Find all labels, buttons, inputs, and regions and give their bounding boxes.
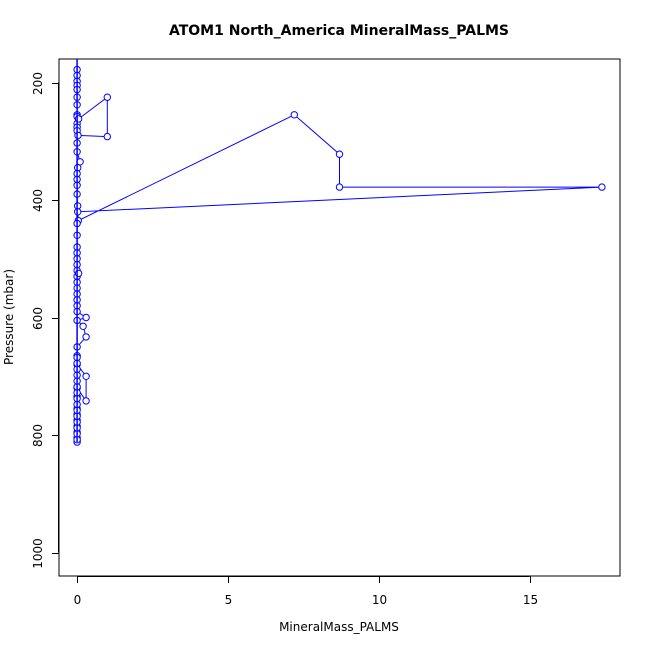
data-point [335, 183, 344, 191]
y-axis: 200 400 600 800 1000 [31, 72, 59, 569]
x-tick-label: 15 [523, 593, 538, 607]
x-tick-label: 5 [225, 593, 233, 607]
y-tick-label: 600 [31, 307, 45, 330]
data-point [82, 372, 90, 380]
data-point [82, 313, 90, 322]
y-tick-label: 400 [31, 189, 45, 212]
data-point [82, 333, 90, 341]
data-point [82, 397, 90, 405]
x-axis: 0 5 10 15 [74, 576, 538, 607]
plot-area [73, 59, 606, 446]
x-tick-label: 10 [372, 593, 387, 607]
data-point [598, 183, 606, 191]
data-point [103, 93, 112, 101]
data-point [335, 150, 344, 158]
data-point [74, 131, 82, 140]
x-axis-label: MineralMass_PALMS [279, 620, 399, 634]
chart-title: ATOM1 North_America MineralMass_PALMS [169, 23, 509, 39]
y-axis-label: Pressure (mbar) [2, 269, 16, 365]
y-tick-label: 200 [31, 72, 45, 95]
x-tick-label: 0 [74, 593, 82, 607]
y-tick-label: 800 [31, 424, 45, 447]
y-tick-label: 1000 [31, 538, 45, 569]
data-point [290, 111, 298, 119]
data-point [103, 132, 112, 141]
data-point [79, 322, 87, 330]
